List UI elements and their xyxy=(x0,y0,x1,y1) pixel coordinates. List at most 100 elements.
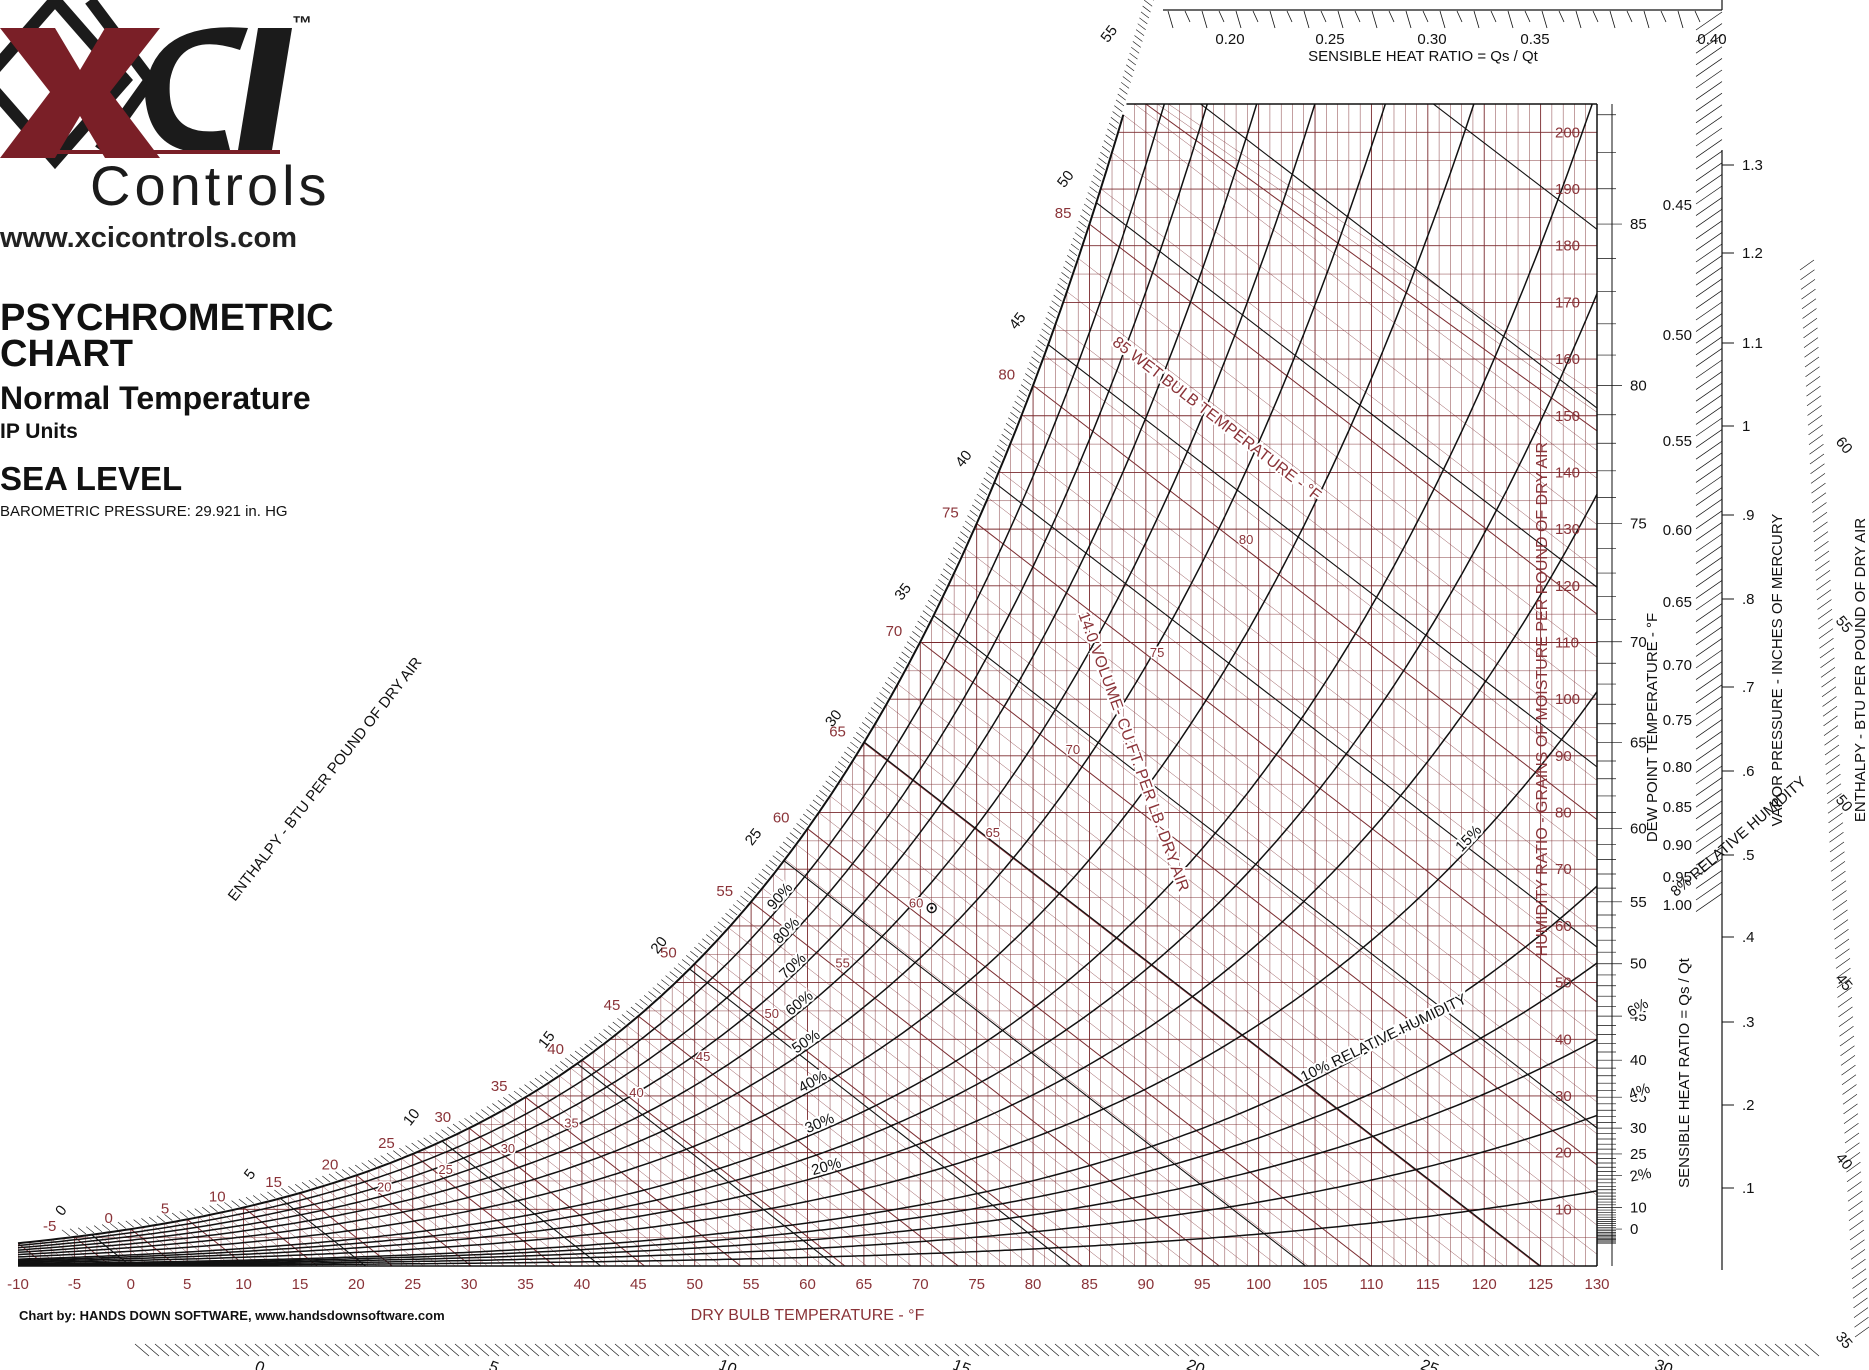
wet-bulb-gridline xyxy=(886,704,1597,1266)
enthalpy-line xyxy=(576,1063,837,1266)
right-enthalpy-tick xyxy=(1834,938,1850,950)
saturation-temp-label: 20 xyxy=(322,1156,339,1173)
brand-url[interactable]: www.xcicontrols.com xyxy=(0,222,298,254)
bottom-enthalpy-tick xyxy=(1374,1343,1390,1357)
enthalpy-tick xyxy=(1126,64,1135,72)
bottom-enthalpy-tick xyxy=(984,1343,1000,1357)
enthalpy-tick xyxy=(393,1150,402,1158)
right-enthalpy-tick xyxy=(1846,1161,1861,1173)
enthalpy-tick xyxy=(1131,46,1140,54)
enthalpy-tick xyxy=(976,493,985,501)
humidity-ratio-tick: 100 xyxy=(1555,691,1580,708)
right-enthalpy-tick xyxy=(1822,705,1838,717)
shr-side-tick xyxy=(1695,707,1723,727)
bottom-enthalpy-tick xyxy=(354,1343,370,1357)
right-enthalpy-tick xyxy=(1828,822,1844,833)
shr-top-tick xyxy=(1439,10,1446,29)
enthalpy-tick xyxy=(930,594,939,602)
bottom-enthalpy-tick xyxy=(1014,1343,1030,1357)
bottom-enthalpy-tick xyxy=(1544,1343,1560,1357)
bottom-enthalpy-tick xyxy=(1104,1343,1120,1357)
bottom-enthalpy-tick xyxy=(1214,1343,1230,1357)
right-enthalpy-tick xyxy=(1805,366,1820,377)
right-enthalpy-tick xyxy=(1815,570,1831,581)
wet-bulb-gridline xyxy=(412,1153,556,1266)
enthalpy-tick xyxy=(1065,260,1074,268)
bottom-enthalpy-tick xyxy=(174,1343,190,1357)
shr-top-label: 0.40 xyxy=(1697,31,1726,48)
right-enthalpy-tick xyxy=(1822,696,1837,707)
x-tick-label: 15 xyxy=(292,1276,309,1293)
dew-point-tick-label: 25 xyxy=(1630,1146,1647,1163)
right-enthalpy-tick xyxy=(1807,414,1823,426)
shr-side-tick xyxy=(1695,858,1723,878)
bottom-enthalpy-tick xyxy=(1514,1343,1530,1357)
bottom-enthalpy-tick xyxy=(1784,1343,1800,1357)
enthalpy-tick xyxy=(890,672,899,679)
bottom-enthalpy-tick xyxy=(1394,1343,1410,1357)
enthalpy-tick xyxy=(1112,111,1121,118)
shr-side-tick xyxy=(1695,742,1723,762)
shr-side-tick xyxy=(1695,719,1723,738)
enthalpy-tick xyxy=(997,444,1006,452)
shr-side-tick xyxy=(1695,498,1723,518)
enthalpy-tick xyxy=(884,682,894,689)
enthalpy-line xyxy=(91,1234,132,1266)
rh-label: 20% xyxy=(810,1155,844,1180)
logo-x-mark xyxy=(0,28,160,158)
bottom-enthalpy-tick xyxy=(1794,1343,1810,1357)
bottom-enthalpy-tick xyxy=(204,1343,220,1357)
bottom-enthalpy-tick xyxy=(1454,1343,1470,1357)
wet-bulb-gridline xyxy=(299,1192,393,1266)
enthalpy-tick xyxy=(920,615,929,623)
bottom-enthalpy-tick xyxy=(924,1343,940,1357)
enthalpy-tick xyxy=(803,813,812,821)
shr-side-tick xyxy=(1695,765,1723,785)
right-enthalpy-tick xyxy=(1807,405,1822,416)
right-enthalpy-tick xyxy=(1837,996,1853,1008)
shr-side-tick xyxy=(1695,313,1723,332)
rh-label: 15% xyxy=(1452,822,1485,855)
bottom-enthalpy-tick xyxy=(714,1343,730,1357)
bottom-enthalpy-tick xyxy=(1134,1343,1150,1357)
enthalpy-tick xyxy=(1016,395,1025,403)
x-tick-label: 5 xyxy=(183,1276,191,1293)
humidity-ratio-tick: 50 xyxy=(1555,975,1572,992)
bottom-enthalpy-tick xyxy=(304,1343,320,1357)
enthalpy-tick xyxy=(819,790,828,797)
enthalpy-tick xyxy=(950,552,959,560)
bottom-enthalpy-tick xyxy=(1174,1343,1190,1357)
bottom-enthalpy-tick xyxy=(1644,1343,1660,1357)
enthalpy-tick xyxy=(417,1140,426,1147)
rh-curve xyxy=(18,1114,1597,1266)
enthalpy-tick xyxy=(1134,35,1143,42)
wet-bulb-gridline xyxy=(987,497,1597,1266)
chart-credit[interactable]: Chart by: HANDS DOWN SOFTWARE, www.hands… xyxy=(19,1308,445,1323)
wet-bulb-gridline xyxy=(796,844,1340,1266)
dew-point-tick-label: 50 xyxy=(1630,956,1647,973)
humidity-ratio-tick: 150 xyxy=(1555,408,1580,425)
enthalpy-tick xyxy=(834,766,844,773)
shr-top-tick xyxy=(1558,10,1565,23)
shr-top-tick xyxy=(1184,10,1191,23)
enthalpy-line xyxy=(441,1140,602,1266)
shr-side-tick xyxy=(1695,626,1723,646)
bottom-enthalpy-tick xyxy=(694,1343,710,1357)
bottom-enthalpy-tick xyxy=(1264,1343,1280,1357)
wet-bulb-label: 30 xyxy=(501,1141,515,1156)
bottom-enthalpy-tick xyxy=(134,1343,150,1357)
enthalpy-tick xyxy=(828,775,837,783)
shr-top-tick xyxy=(1201,10,1208,29)
bottom-enthalpy-label: 20 xyxy=(1184,1357,1207,1370)
bottom-enthalpy-tick xyxy=(464,1343,480,1357)
enthalpy-tick xyxy=(1120,82,1130,89)
enthalpy-line xyxy=(1096,202,1597,1266)
enthalpy-tick xyxy=(209,1205,218,1212)
wet-bulb-gridline xyxy=(1134,104,1597,1266)
shr-side-tick xyxy=(1695,406,1723,425)
shr-top-tick xyxy=(1456,10,1463,23)
bottom-enthalpy-tick xyxy=(764,1343,780,1357)
shr-side-tick xyxy=(1695,197,1723,216)
right-enthalpy-tick xyxy=(1802,308,1817,319)
right-enthalpy-tick xyxy=(1830,861,1846,872)
